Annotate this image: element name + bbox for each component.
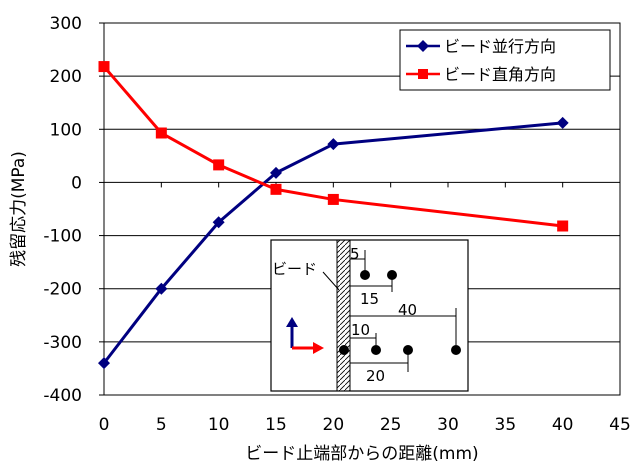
inset-diagram: ビード 5 15 40 10 [270,239,469,392]
y-tick-label: 200 [50,67,82,87]
x-tick-label: 30 [437,415,459,435]
legend-label-perpendicular: ビード直角方向 [444,65,556,84]
data-point-diamond [556,116,569,129]
data-point-diamond [270,166,282,179]
data-series [98,61,569,370]
x-tick-label: 10 [208,415,230,435]
series-line-parallel [102,121,563,365]
dim-label-15: 15 [360,290,379,308]
measure-point [339,345,349,355]
bead-leader-line [322,271,340,291]
data-point-square [213,159,225,171]
dim-label-40: 40 [398,301,417,319]
bead-label: ビード [272,260,317,278]
y-tick-label: -200 [43,280,82,300]
data-point-diamond [327,138,340,151]
x-tick-label: 0 [99,415,110,435]
dim-label-5: 5 [350,245,360,263]
y-tick-label: -300 [43,333,82,353]
measure-point [371,345,381,355]
axis-ticks [99,22,621,396]
y-tick-label: -100 [43,227,82,247]
blue-arrow-head-icon [286,317,298,327]
measure-point [403,345,413,355]
data-point-square [327,193,339,205]
x-tick-label: 15 [265,415,287,435]
data-point-diamond [155,282,168,295]
x-axis-label: ビード止端部からの距離(mm) [245,444,478,464]
measure-point [451,345,461,355]
bead-hatched-strip [336,239,351,392]
x-tick-labels: 0 5 10 15 20 25 30 35 40 45 [99,415,631,435]
data-point-square [155,127,167,139]
legend-label-parallel: ビード並行方向 [444,37,556,56]
legend-box [399,29,611,91]
x-tick-label: 20 [323,415,345,435]
y-tick-label: 100 [50,120,82,140]
y-tick-label: 0 [71,173,82,193]
dim-label-10: 10 [351,321,370,339]
measure-point [360,270,370,280]
y-tick-labels: 300 200 100 0 -100 -200 -300 -400 [43,14,82,406]
y-axis-label: 残留応力(MPa) [9,151,29,267]
x-tick-label: 40 [552,415,574,435]
data-point-square [98,61,110,73]
x-tick-label: 5 [156,415,167,435]
x-tick-label: 45 [609,415,631,435]
data-point-diamond [98,357,110,370]
data-point-diamond [212,216,225,229]
data-point-square [270,183,282,195]
x-tick-label: 25 [380,415,402,435]
red-arrow-head-icon [313,342,324,354]
legend-diamond-icon [417,40,429,52]
dim-label-20: 20 [366,367,385,385]
data-point-square [557,220,569,232]
plot-area-frame [103,22,621,396]
legend-square-icon [418,69,428,79]
series-line-perpendicular [102,65,563,228]
measure-point [387,270,397,280]
x-tick-label: 35 [495,415,517,435]
y-tick-label: 300 [50,14,82,34]
y-tick-label: -400 [43,386,82,406]
legend: ビード並行方向 ビード直角方向 [399,29,611,91]
